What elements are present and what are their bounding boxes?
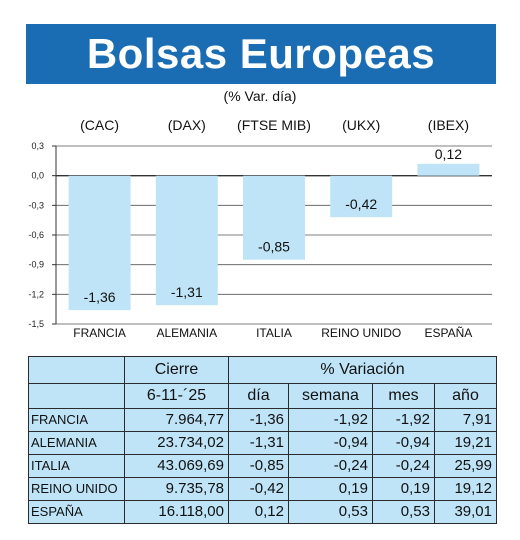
bar bbox=[155, 175, 218, 306]
category-label: ALEMANIA bbox=[156, 326, 217, 340]
category-label: REINO UNIDO bbox=[321, 326, 401, 340]
table-body: FRANCIA 7.964,77 -1,36 -1,92 -1,92 7,91 ALEMAN… bbox=[28, 408, 497, 524]
category-label: ESPAÑA bbox=[425, 326, 473, 340]
index-label: (DAX) bbox=[168, 117, 206, 133]
table-row: REINO UNIDO 9.735,78 -0,42 0,19 0,19 19,12 bbox=[28, 477, 497, 501]
y-tick-label: 0,0 bbox=[31, 171, 44, 181]
row-cierre: 43.069,69 bbox=[124, 454, 229, 478]
row-mes: -0,24 bbox=[372, 454, 435, 478]
index-label: (UKX) bbox=[342, 117, 380, 133]
row-cierre: 16.118,00 bbox=[124, 500, 229, 524]
subheader-blank bbox=[28, 383, 125, 409]
row-semana: -0,24 bbox=[288, 454, 373, 478]
category-label: FRANCIA bbox=[73, 326, 126, 340]
table-row: ITALIA 43.069,69 -0,85 -0,24 -0,24 25,99 bbox=[28, 454, 497, 478]
category-label: ITALIA bbox=[256, 326, 292, 340]
bar bbox=[417, 163, 480, 176]
row-dia: -1,36 bbox=[228, 408, 289, 432]
chart-subtitle: (% Var. día) bbox=[223, 88, 297, 104]
row-name: FRANCIA bbox=[28, 408, 125, 432]
row-anio: 19,21 bbox=[434, 431, 497, 455]
y-tick-label: -1,2 bbox=[28, 289, 44, 299]
index-label: (CAC) bbox=[80, 117, 119, 133]
table-subheader-row: 6-11-´25 día semana mes año bbox=[28, 383, 497, 409]
row-cierre: 7.964,77 bbox=[124, 408, 229, 432]
title-banner: Bolsas Europeas bbox=[26, 24, 496, 84]
header-mes: mes bbox=[372, 383, 435, 409]
y-tick-label: -0,3 bbox=[28, 200, 44, 210]
table-row: ESPAÑA 16.118,00 0,12 0,53 0,53 39,01 bbox=[28, 500, 497, 524]
bar bbox=[243, 175, 305, 260]
header-date: 6-11-´25 bbox=[124, 383, 229, 409]
header-blank bbox=[28, 356, 125, 384]
row-semana: -1,92 bbox=[288, 408, 373, 432]
row-cierre: 23.734,02 bbox=[124, 431, 229, 455]
row-mes: 0,53 bbox=[372, 500, 435, 524]
index-label: (IBEX) bbox=[428, 117, 469, 133]
header-variacion: % Variación bbox=[228, 356, 497, 384]
row-mes: 0,19 bbox=[372, 477, 435, 501]
row-dia: -0,85 bbox=[228, 454, 289, 478]
row-mes: -0,94 bbox=[372, 431, 435, 455]
row-name: ALEMANIA bbox=[28, 431, 125, 455]
header-cierre: Cierre bbox=[124, 356, 229, 384]
y-tick-label: -1,5 bbox=[28, 319, 44, 329]
row-dia: 0,12 bbox=[228, 500, 289, 524]
row-anio: 7,91 bbox=[434, 408, 497, 432]
table-row: ALEMANIA 23.734,02 -1,31 -0,94 -0,94 19,21 bbox=[28, 431, 497, 455]
header-dia: día bbox=[228, 383, 289, 409]
bar bbox=[68, 175, 131, 311]
row-name: REINO UNIDO bbox=[28, 477, 125, 501]
index-label: (FTSE MIB) bbox=[237, 117, 311, 133]
row-cierre: 9.735,78 bbox=[124, 477, 229, 501]
bar bbox=[330, 175, 393, 218]
header-semana: semana bbox=[288, 383, 373, 409]
row-mes: -1,92 bbox=[372, 408, 435, 432]
table-row: FRANCIA 7.964,77 -1,36 -1,92 -1,92 7,91 bbox=[28, 408, 497, 432]
row-anio: 39,01 bbox=[434, 500, 497, 524]
y-tick-label: -0,6 bbox=[28, 230, 44, 240]
row-semana: -0,94 bbox=[288, 431, 373, 455]
row-dia: -1,31 bbox=[228, 431, 289, 455]
row-name: ESPAÑA bbox=[28, 500, 125, 524]
row-anio: 25,99 bbox=[434, 454, 497, 478]
data-label: -0,85 bbox=[258, 239, 290, 255]
data-label: 0,12 bbox=[435, 146, 462, 162]
row-semana: 0,53 bbox=[288, 500, 373, 524]
data-label: -0,42 bbox=[345, 196, 377, 212]
data-label: -1,31 bbox=[171, 284, 203, 300]
header-anio: año bbox=[434, 383, 497, 409]
row-name: ITALIA bbox=[28, 454, 125, 478]
row-semana: 0,19 bbox=[288, 477, 373, 501]
y-tick-label: -0,9 bbox=[28, 260, 44, 270]
data-table: Cierre % Variación 6-11-´25 día semana m… bbox=[28, 356, 497, 524]
row-anio: 19,12 bbox=[434, 477, 497, 501]
row-dia: -0,42 bbox=[228, 477, 289, 501]
bar-chart: 0,3 0,0 -0,3 -0,6 -0,9 -1,2 -1,5 -1,36 (CAC) FRAN… bbox=[28, 117, 492, 340]
table-header-row: Cierre % Variación bbox=[28, 356, 497, 384]
y-tick-label: 0,3 bbox=[31, 141, 44, 151]
data-label: -1,36 bbox=[84, 289, 116, 305]
